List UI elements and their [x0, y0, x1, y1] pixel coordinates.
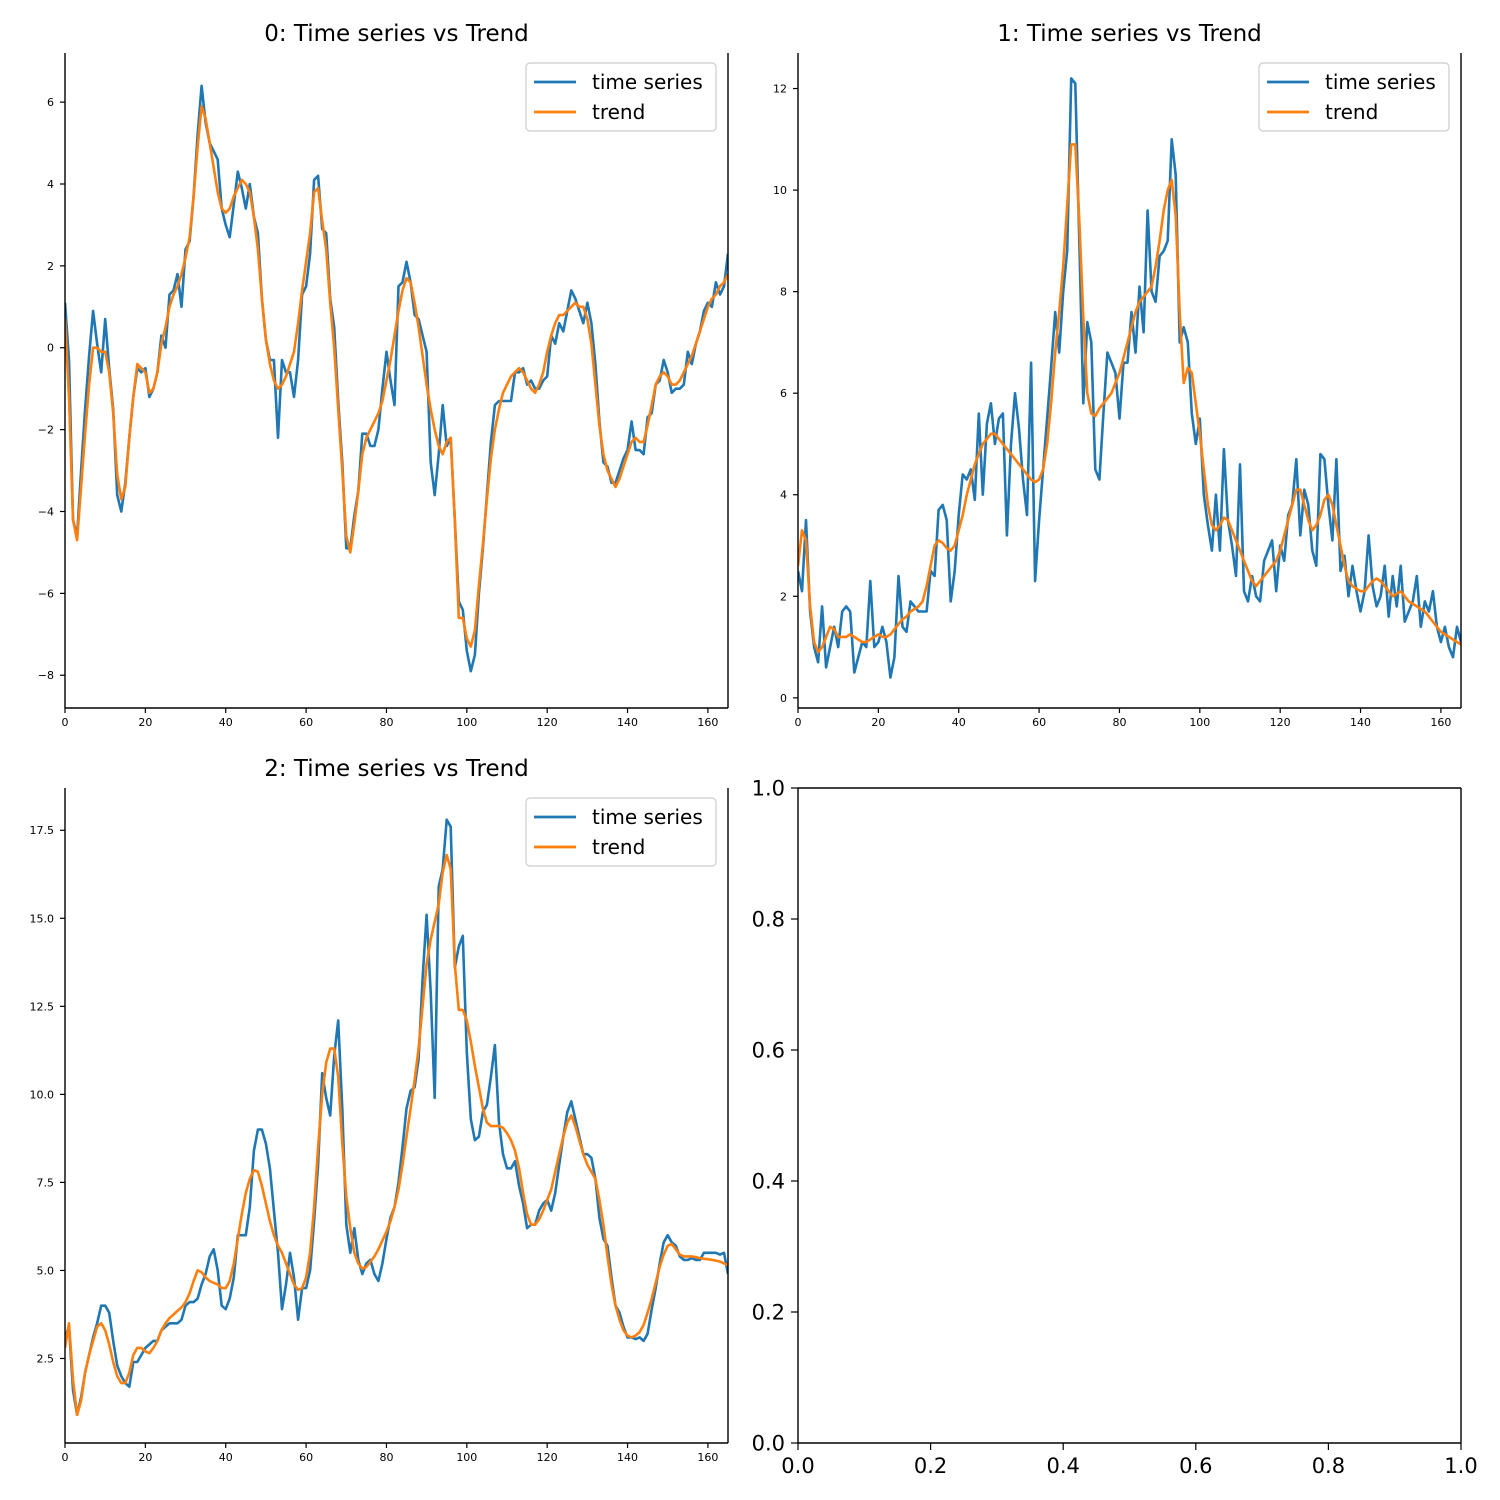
y-tick-label: 6: [780, 387, 787, 400]
y-tick-label: 0.6: [752, 1039, 785, 1063]
x-tick-label: 0.0: [781, 1454, 814, 1478]
x-tick-label: 120: [537, 1451, 558, 1464]
y-tick-label: 6: [47, 96, 54, 109]
legend: time series trend: [1258, 62, 1450, 132]
y-tick-label: 12.5: [30, 1000, 55, 1013]
legend-box: [1258, 62, 1450, 132]
y-tick-label: 8: [780, 286, 787, 299]
x-tick-label: 80: [379, 1451, 393, 1464]
y-tick-label: 17.5: [30, 824, 55, 837]
y-tick-label: −2: [38, 424, 54, 437]
legend: time series trend: [525, 62, 717, 132]
x-tick-label: 100: [1189, 716, 1210, 729]
x-tick-label: 60: [1032, 716, 1046, 729]
y-tick-label: 0.0: [752, 1432, 785, 1456]
subplot-2: 2: Time series vs Trend 0 20 40 60 80 100 120 1…: [30, 756, 729, 1464]
subplot-0: 0: Time series vs Trend 0 20 40 60 80 100 120 1…: [38, 21, 729, 729]
x-tick-label: 60: [299, 1451, 313, 1464]
x-tick-label: 40: [219, 716, 233, 729]
y-tick-label: 0.2: [752, 1301, 785, 1325]
legend-label: time series: [592, 805, 703, 829]
x-tick-label: 20: [138, 1451, 152, 1464]
legend-box: [525, 797, 717, 867]
x-tick-label: 0: [62, 1451, 69, 1464]
subplot-1: 1: Time series vs Trend 0 20 40 60 80 100 120 1…: [773, 21, 1462, 729]
y-tick-label: 4: [780, 489, 787, 502]
y-tick-label: 0: [780, 692, 787, 705]
x-tick-label: 0: [62, 716, 69, 729]
x-tick-label: 120: [1270, 716, 1291, 729]
y-tick-label: 4: [47, 178, 54, 191]
subplot-3-empty: 0.0 0.2 0.4 0.6 0.8 1.0 0.0 0.2 0.4 0.6 0.8 1.0: [752, 777, 1478, 1478]
legend: time series trend: [525, 797, 717, 867]
x-tick-label: 0.8: [1312, 1454, 1345, 1478]
y-tick-label: 1.0: [752, 777, 785, 801]
series-line-time-series: [65, 84, 728, 673]
series-line-trend: [65, 853, 728, 1417]
x-tick-label: 100: [456, 716, 477, 729]
y-tick-label: 0.4: [752, 1170, 785, 1194]
x-tick-label: 20: [871, 716, 885, 729]
legend-label: trend: [592, 835, 645, 859]
legend-label: time series: [1325, 70, 1436, 94]
x-tick-label: 140: [617, 1451, 638, 1464]
x-tick-label: 160: [697, 1451, 718, 1464]
y-tick-label: 7.5: [37, 1176, 55, 1189]
y-tick-label: −4: [38, 505, 54, 518]
x-tick-label: 40: [219, 1451, 233, 1464]
x-tick-label: 160: [697, 716, 718, 729]
y-tick-label: 10.0: [30, 1088, 55, 1101]
y-tick-label: 0: [47, 342, 54, 355]
subplot-1-title: 1: Time series vs Trend: [997, 21, 1262, 47]
subplot-2-title: 2: Time series vs Trend: [264, 756, 529, 782]
x-tick-label: 140: [1350, 716, 1371, 729]
x-tick-label: 1.0: [1444, 1454, 1477, 1478]
y-tick-label: 2: [780, 590, 787, 603]
legend-label: time series: [592, 70, 703, 94]
y-tick-label: 5.0: [37, 1264, 55, 1277]
x-tick-label: 0: [795, 716, 802, 729]
subplot-0-title: 0: Time series vs Trend: [264, 21, 529, 47]
series-line-trend: [65, 104, 728, 648]
y-tick-label: −8: [38, 669, 54, 682]
y-tick-label: −6: [38, 587, 54, 600]
y-tick-label: 10: [773, 184, 787, 197]
x-tick-label: 140: [617, 716, 638, 729]
x-tick-label: 40: [952, 716, 966, 729]
legend-label: trend: [1325, 100, 1378, 124]
y-tick-label: 15.0: [30, 912, 55, 925]
x-tick-label: 80: [1112, 716, 1126, 729]
y-tick-label: 2: [47, 260, 54, 273]
x-tick-label: 0.2: [914, 1454, 947, 1478]
y-tick-label: 2.5: [37, 1352, 55, 1365]
x-tick-label: 0.4: [1046, 1454, 1079, 1478]
series-line-trend: [798, 143, 1461, 654]
x-tick-label: 160: [1430, 716, 1451, 729]
x-tick-label: 80: [379, 716, 393, 729]
x-tick-label: 100: [456, 1451, 477, 1464]
legend-box: [525, 62, 717, 132]
x-tick-label: 20: [138, 716, 152, 729]
x-tick-label: 60: [299, 716, 313, 729]
y-tick-label: 0.8: [752, 908, 785, 932]
x-tick-label: 0.6: [1179, 1454, 1212, 1478]
x-tick-label: 120: [537, 716, 558, 729]
legend-label: trend: [592, 100, 645, 124]
y-tick-label: 12: [773, 83, 787, 96]
